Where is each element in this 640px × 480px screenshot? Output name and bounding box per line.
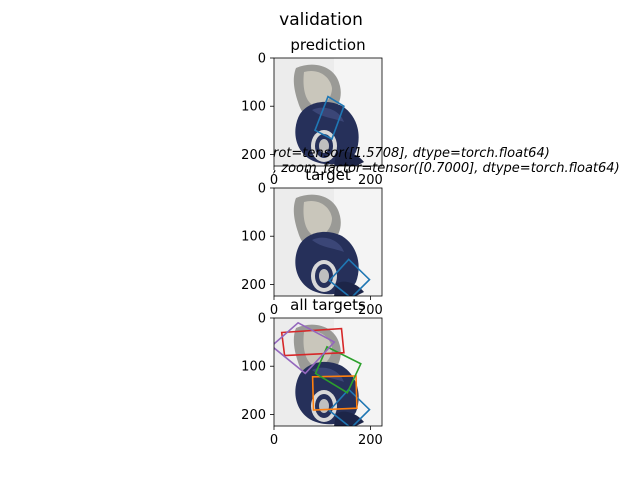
annotation-line-1: rot=tensor([1.5708], dtype=torch.float64… [273, 146, 550, 161]
y-tick-label: 100 [241, 230, 266, 245]
subplot-2: target 0 100 200 0 200 [241, 166, 383, 318]
bounding-box-orange [311, 375, 358, 411]
y-tick-label: 0 [258, 312, 266, 327]
x-tick-label: 200 [358, 303, 383, 318]
subplot-3: all targets 0 100 200 0 200 [241, 296, 383, 448]
subplot-image [274, 58, 382, 166]
subplot-title: all targets [290, 296, 366, 314]
bounding-box-blue [328, 388, 371, 426]
cap-photo [274, 188, 382, 296]
axes-frame [273, 317, 383, 427]
x-tick-label: 0 [270, 303, 278, 318]
y-tick-label: 200 [241, 148, 266, 163]
x-tick-label: 0 [270, 173, 278, 188]
subplot-1: prediction 0 100 200 0 200 [241, 36, 383, 188]
y-tick-label: 0 [258, 52, 266, 67]
y-tick-label: 200 [241, 408, 266, 423]
bounding-box-red [280, 327, 345, 357]
subplot-title: prediction [290, 36, 365, 54]
subplot-image [274, 188, 382, 296]
x-tick-label: 200 [358, 433, 383, 448]
x-tick-label: 0 [270, 433, 278, 448]
axes-frame [273, 57, 383, 167]
y-tick-label: 0 [258, 182, 266, 197]
x-tick-label: 200 [358, 173, 383, 188]
annotation-line-2: , zoom_factor=tensor([0.7000], dtype=tor… [273, 161, 620, 176]
figure-title: validation [279, 10, 363, 30]
bounding-box-green [314, 345, 362, 394]
y-tick-label: 200 [241, 278, 266, 293]
bounding-box-blue [328, 258, 371, 296]
y-tick-label: 100 [241, 360, 266, 375]
bounding-box-blue [313, 95, 345, 141]
subplot-image [274, 318, 382, 426]
y-tick-label: 100 [241, 100, 266, 115]
bounding-box-purple [274, 321, 336, 375]
subplot-title: target [305, 166, 351, 184]
axes-frame [273, 187, 383, 297]
